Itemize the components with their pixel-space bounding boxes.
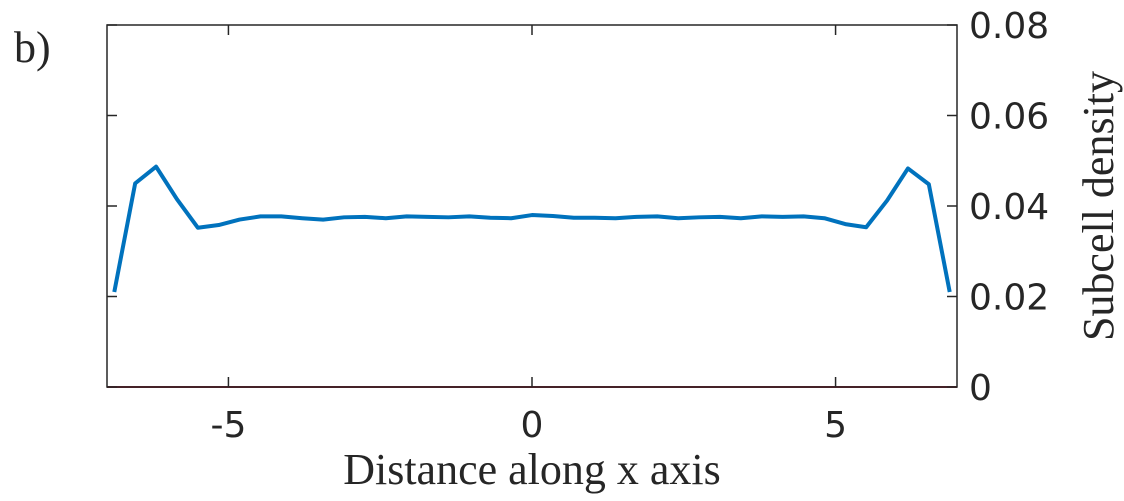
line-series bbox=[112, 164, 952, 293]
y-tick-label: 0 bbox=[969, 368, 992, 409]
y-tick-label: 0.06 bbox=[969, 97, 1049, 138]
x-tick-label: 0 bbox=[521, 405, 544, 446]
y-tick-label: 0.02 bbox=[969, 278, 1049, 319]
x-axis-label: Distance along x axis bbox=[343, 445, 721, 494]
x-tick-label: 5 bbox=[824, 405, 847, 446]
y-tick-label: 0.04 bbox=[969, 187, 1049, 228]
plot-frame bbox=[106, 24, 958, 388]
panel-label: b) bbox=[14, 23, 51, 72]
y-axis-label: Subcell density bbox=[1074, 71, 1123, 341]
x-tick-label: -5 bbox=[210, 405, 246, 446]
y-tick-label: 0.08 bbox=[969, 6, 1049, 47]
